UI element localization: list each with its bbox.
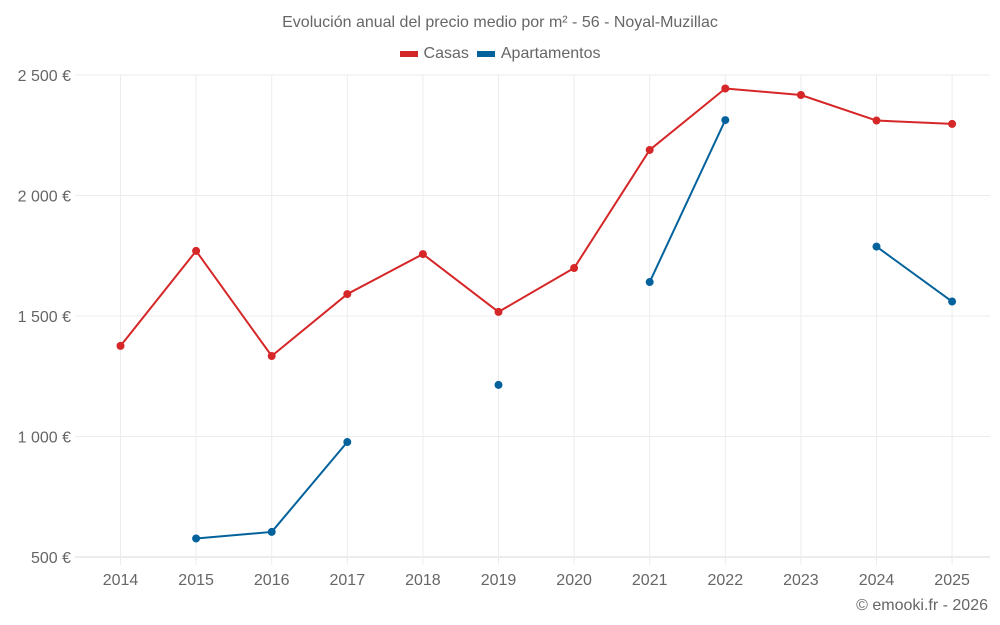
data-point-casas[interactable] — [418, 250, 427, 259]
data-point-casas[interactable] — [796, 91, 805, 100]
data-point-casas[interactable] — [343, 290, 352, 299]
y-tick-label: 2 000 € — [18, 189, 71, 206]
data-point-apartamentos[interactable] — [267, 527, 276, 536]
series-casas — [116, 84, 957, 361]
x-tick-label: 2021 — [632, 572, 668, 589]
legend-label-casas: Casas — [423, 45, 469, 62]
data-point-casas[interactable] — [116, 341, 125, 350]
legend-item-apartamentos[interactable]: Apartamentos — [476, 45, 601, 63]
data-point-apartamentos[interactable] — [872, 242, 881, 251]
y-tick-label: 2 500 € — [18, 68, 71, 85]
chart-legend: Casas Apartamentos — [0, 45, 1000, 63]
x-tick-label: 2015 — [178, 572, 214, 589]
data-point-casas[interactable] — [570, 264, 579, 273]
series-line-casas — [119, 87, 953, 358]
copyright-text: © emooki.fr - 2026 — [856, 597, 988, 614]
x-tick-label: 2022 — [708, 572, 744, 589]
y-tick-label: 500 € — [31, 550, 71, 567]
data-point-casas[interactable] — [494, 307, 503, 316]
axes: 500 € 1 000 € 1 500 € 2 000 € 2 500 € 2014 201… — [18, 68, 970, 589]
series-apartamentos — [192, 116, 957, 543]
data-point-apartamentos[interactable] — [721, 116, 730, 125]
data-point-casas[interactable] — [948, 119, 957, 128]
x-tick-label: 2025 — [934, 572, 970, 589]
y-tick-label: 1 500 € — [18, 309, 71, 326]
legend-item-casas[interactable]: Casas — [399, 45, 469, 63]
data-point-apartamentos[interactable] — [494, 380, 503, 389]
x-tick-label: 2016 — [254, 572, 290, 589]
grid-lines — [75, 74, 990, 565]
x-tick-label: 2023 — [783, 572, 819, 589]
data-point-casas[interactable] — [872, 116, 881, 125]
series-line-apartamentos — [875, 245, 953, 303]
x-tick-label: 2017 — [330, 572, 366, 589]
legend-swatch-apartamentos — [476, 51, 495, 57]
legend-label-apartamentos: Apartamentos — [500, 45, 601, 62]
data-point-casas[interactable] — [721, 84, 730, 93]
data-point-apartamentos[interactable] — [343, 438, 352, 447]
legend-swatch-casas — [399, 51, 418, 57]
x-tick-label: 2020 — [556, 572, 592, 589]
data-point-casas[interactable] — [267, 352, 276, 361]
x-tick-label: 2014 — [103, 572, 139, 589]
data-point-apartamentos[interactable] — [192, 534, 201, 543]
data-point-apartamentos[interactable] — [645, 278, 654, 287]
data-point-casas[interactable] — [192, 246, 201, 255]
chart-title: Evolución anual del precio medio por m² … — [282, 14, 718, 31]
x-tick-label: 2024 — [859, 572, 895, 589]
series-group — [116, 84, 957, 543]
x-tick-label: 2019 — [481, 572, 517, 589]
y-tick-label: 1 000 € — [18, 430, 71, 447]
series-line-apartamentos — [648, 119, 727, 283]
data-point-casas[interactable] — [645, 145, 654, 154]
data-point-apartamentos[interactable] — [948, 297, 957, 306]
x-tick-label: 2018 — [405, 572, 441, 589]
